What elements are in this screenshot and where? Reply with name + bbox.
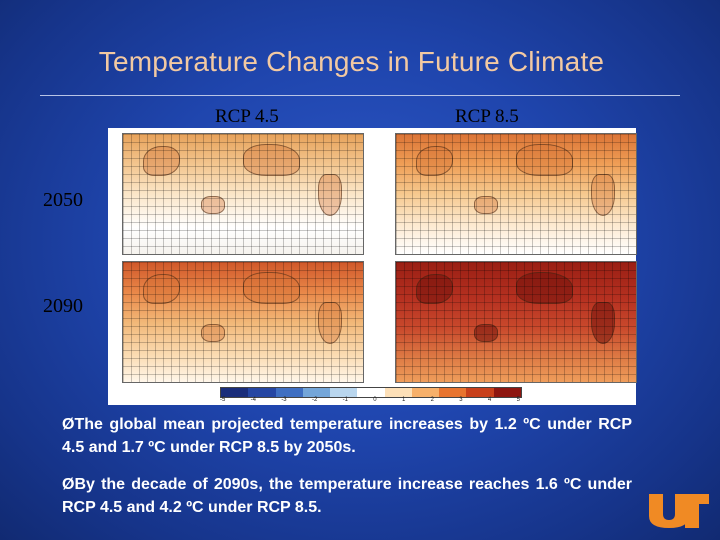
- colorbar-tick-label: 3: [459, 397, 463, 403]
- colorbar-swatch: [411, 388, 440, 397]
- continent-south-america: [591, 174, 615, 216]
- colorbar-tick-labels: -5 -4 -3 -2 -1 0 1 2 3 4 5: [220, 397, 520, 403]
- ut-logo: UT: [649, 494, 709, 528]
- title-divider: [40, 95, 680, 96]
- colorbar-tick-label: 1: [401, 397, 406, 403]
- colorbar-tick-label: -3: [281, 397, 287, 403]
- colorbar-tick-label: -1: [342, 397, 348, 403]
- continent-north-america: [416, 274, 453, 304]
- colorbar-swatch: [357, 388, 385, 397]
- continent-north-america: [143, 274, 180, 304]
- continent-south-america: [591, 302, 615, 344]
- colorbar-tick-label: -2: [311, 397, 318, 403]
- colorbar-tick-label: 0: [373, 397, 377, 403]
- colorbar-swatch: [248, 388, 276, 397]
- colorbar-tick-label: -4: [250, 397, 256, 403]
- map-grid: [396, 134, 636, 254]
- map-grid: [396, 262, 636, 382]
- continent-south-america: [318, 302, 342, 344]
- continent-australia: [201, 324, 225, 342]
- row-label-2050: 2050: [43, 189, 83, 211]
- row-label-2090: 2090: [43, 295, 83, 317]
- logo-text: UT: [678, 511, 680, 513]
- colorbar-swatch: [439, 388, 467, 397]
- continent-eurasia: [516, 144, 573, 176]
- continent-australia: [201, 196, 225, 214]
- continent-south-america: [318, 174, 342, 216]
- colorbar-swatch: [330, 388, 358, 397]
- continent-australia: [474, 324, 498, 342]
- colorbar-tick-label: 4: [487, 397, 492, 403]
- colorbar-swatch: [384, 388, 412, 397]
- colorbar-swatch: [275, 388, 303, 397]
- bullet-2090-summary: ØBy the decade of 2090s, the temperature…: [62, 476, 632, 516]
- map-grid: [123, 134, 363, 254]
- bullet-2050-summary: ØThe global mean projected temperature i…: [62, 416, 632, 456]
- colorbar-tick-label: -5: [220, 397, 226, 403]
- continent-north-america: [143, 146, 180, 176]
- continent-north-america: [416, 146, 453, 176]
- column-label-rcp85: RCP 8.5: [455, 106, 519, 127]
- logo-t-shape: [675, 494, 709, 528]
- map-2050-rcp45: [122, 133, 364, 255]
- continent-eurasia: [243, 272, 300, 304]
- colorbar-swatch: [493, 388, 521, 397]
- continent-australia: [474, 196, 498, 214]
- slide-title: Temperature Changes in Future Climate: [98, 46, 605, 77]
- colorbar-swatch: [221, 388, 249, 397]
- colorbar-tick-label: 5: [516, 397, 520, 403]
- map-2050-rcp85: [395, 133, 637, 255]
- colorbar-tick-label: 2: [430, 397, 434, 403]
- column-label-rcp45: RCP 4.5: [215, 106, 279, 127]
- temperature-colorbar: [220, 387, 522, 398]
- colorbar-swatch: [466, 388, 494, 397]
- map-2090-rcp85: [395, 261, 637, 383]
- temperature-maps-figure: [108, 128, 637, 405]
- colorbar-swatch: [302, 388, 331, 397]
- map-2090-rcp45: [122, 261, 364, 383]
- continent-eurasia: [243, 144, 300, 176]
- map-grid: [123, 262, 363, 382]
- continent-eurasia: [516, 272, 573, 304]
